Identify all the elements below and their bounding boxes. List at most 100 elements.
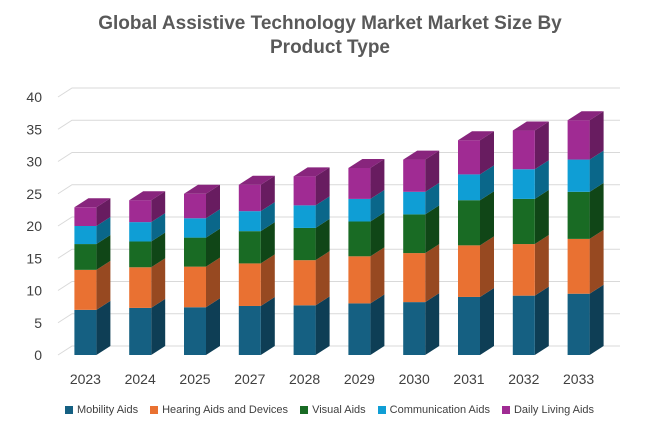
bar-segment (184, 257, 220, 308)
x-axis-ticks: 2023 2024 2025 2027 2028 2029 2030 2031 2032 2033 (70, 371, 595, 387)
bar-side-face (480, 287, 494, 355)
bar-front-face (129, 200, 152, 223)
bar-front-face (458, 174, 480, 201)
bar-segment (293, 167, 330, 206)
bar-side-face (206, 184, 220, 219)
bar-side-face (425, 150, 440, 192)
legend-swatch (64, 406, 73, 414)
bar-front-face (293, 205, 316, 228)
y-tick-label: 40 (26, 89, 42, 105)
bar-side-face (589, 229, 604, 294)
bar-side-face (260, 254, 275, 306)
bar-front-face (238, 184, 261, 212)
bar-front-face (403, 253, 426, 303)
bar-side-face (480, 236, 494, 297)
legend-label: Daily Living Aids (513, 404, 595, 416)
legend-swatch (300, 406, 309, 414)
bar-segment (238, 202, 275, 232)
bar-side-face (425, 205, 440, 254)
bar-layer (74, 111, 604, 355)
bar-side-face (315, 296, 330, 355)
bar-segment (567, 284, 604, 355)
x-tick-label: 2032 (508, 371, 539, 387)
bar-segment (184, 184, 220, 219)
bar-segment (458, 287, 494, 355)
bar-front-face (129, 241, 152, 268)
x-tick-label: 2030 (399, 371, 430, 387)
legend: Mobility Aids Hearing Aids and Devices Vis… (0, 404, 659, 416)
bar-side-face (151, 232, 166, 268)
bar-front-face (348, 167, 371, 199)
bar-side-face (260, 175, 275, 212)
gridline (57, 119, 620, 130)
bar-segment (184, 298, 220, 355)
bar-side-face (151, 258, 166, 308)
bar-front-face (567, 120, 590, 160)
bar-segment (74, 235, 111, 270)
bar-top-face (293, 167, 330, 177)
y-tick-label: 10 (26, 283, 42, 299)
bar-segment (293, 296, 330, 355)
bar-segment (348, 189, 385, 222)
bar-segment (348, 294, 385, 355)
bar-top-face (403, 150, 440, 160)
bar-front-face (184, 193, 206, 219)
y-tick-label: 30 (26, 154, 42, 170)
bar-side-face (260, 202, 275, 232)
bar-segment (403, 293, 440, 355)
bar-front-face (348, 221, 371, 257)
x-tick-label: 2028 (289, 371, 320, 387)
bar-segment (458, 165, 494, 201)
bar-top-face (238, 175, 275, 185)
bar-segment (458, 236, 494, 297)
legend-label: Communication Aids (389, 404, 490, 416)
bar-front-face (184, 237, 206, 267)
bar-front-face (567, 191, 590, 239)
bar-front-face (567, 159, 590, 192)
bar-segment (403, 182, 440, 215)
bar-side-face (370, 158, 385, 199)
bar-side-face (425, 182, 440, 215)
legend-item: Daily Living Aids (501, 404, 595, 416)
bar-front-face (74, 207, 97, 226)
bar-front-face (348, 256, 371, 304)
bar-side-face (315, 218, 330, 261)
bar-front-face (238, 305, 261, 355)
bar-front-face (458, 296, 480, 355)
bar-front-face (293, 260, 316, 306)
bar-segment (458, 131, 494, 175)
bar-side-face (534, 286, 549, 355)
bar-side-face (534, 235, 549, 296)
bar-side-face (315, 251, 330, 306)
bar-side-face (315, 167, 330, 206)
bar-front-face (403, 302, 426, 355)
bar-front-face (512, 169, 535, 199)
chart-title: Global Assistive Technology Market Marke… (98, 13, 562, 58)
bar-segment (184, 228, 220, 267)
y-tick-label: 25 (26, 186, 42, 202)
bar-front-face (129, 222, 152, 242)
bar-side-face (589, 150, 604, 192)
bar-front-face (403, 191, 426, 215)
bar-front-face (74, 226, 97, 245)
bar-side-face (96, 260, 111, 310)
bar-side-face (96, 300, 111, 355)
bar-segment (567, 182, 604, 239)
legend-swatch (501, 406, 510, 414)
bar-top-face (458, 131, 494, 141)
bar-front-face (512, 198, 535, 245)
bar-segment (512, 286, 549, 355)
bar-segment (567, 150, 604, 192)
bar-front-face (567, 293, 590, 355)
y-tick-label: 0 (34, 347, 42, 363)
legend-item: Hearing Aids and Devices (150, 404, 288, 416)
legend-label: Visual Aids (312, 404, 366, 416)
bar-side-face (589, 182, 604, 239)
bar-segment (403, 150, 440, 192)
bar-side-face (370, 294, 385, 355)
bar-segment (74, 300, 111, 355)
bar-top-face (512, 121, 549, 131)
bar-front-face (238, 211, 261, 232)
bar-side-face (370, 212, 385, 257)
